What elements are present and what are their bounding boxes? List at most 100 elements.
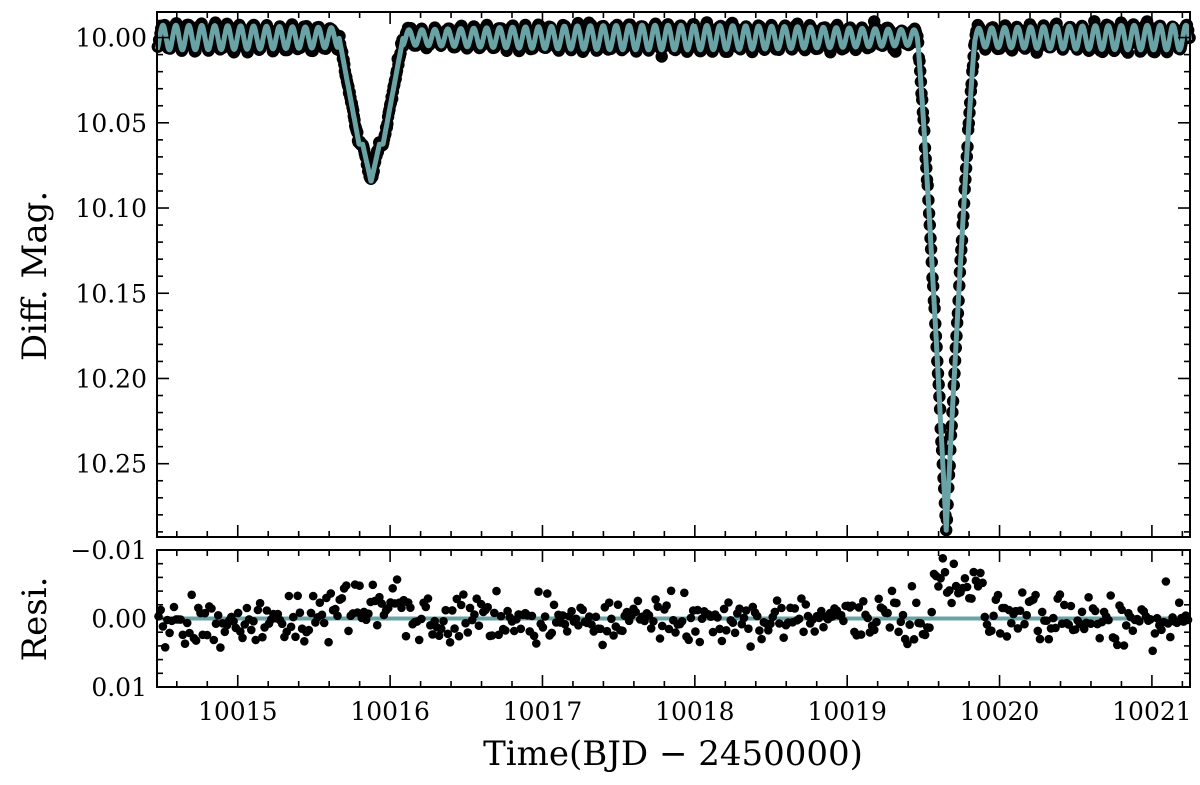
observation-points — [151, 15, 1196, 537]
residual-point — [883, 608, 892, 618]
x-tick-label: 10021 — [1112, 697, 1192, 726]
light-curve-frame — [156, 11, 1191, 538]
residual-point — [333, 611, 342, 621]
residual-point — [1106, 591, 1115, 600]
residual-point — [326, 589, 336, 598]
residual-point — [613, 600, 623, 609]
residual-point — [925, 623, 934, 632]
residual-point — [739, 613, 749, 623]
residual-point — [567, 606, 576, 616]
residual-point — [543, 589, 552, 598]
residual-point — [934, 582, 943, 591]
residual-point — [907, 581, 917, 591]
residual-point — [258, 632, 267, 642]
residual-point — [277, 619, 287, 629]
residual-point — [874, 594, 883, 604]
residual-point — [799, 627, 808, 637]
residual-point — [618, 626, 627, 636]
residual-point — [463, 628, 473, 637]
residual-point — [187, 590, 196, 600]
residual-point — [894, 627, 903, 637]
residual-point — [483, 602, 493, 612]
residual-point — [649, 617, 658, 626]
residual-point — [247, 625, 256, 635]
residual-point — [1128, 626, 1138, 635]
x-tick-label: 10017 — [503, 697, 583, 726]
residual-point — [1044, 634, 1054, 644]
residual-point — [993, 590, 1003, 600]
residual-point — [671, 628, 680, 637]
residual-point — [1084, 593, 1093, 602]
residual-point — [722, 626, 731, 635]
residual-point — [744, 624, 753, 633]
residual-point — [728, 618, 738, 627]
residual-point — [414, 635, 424, 645]
residual-point — [249, 617, 258, 626]
residual-point — [165, 628, 174, 638]
residual-point — [772, 596, 782, 605]
y-tick-label: −0.01 — [70, 536, 147, 565]
residual-point — [1077, 607, 1087, 617]
y-axis-title-residuals: Resi. — [15, 577, 55, 662]
residual-point — [662, 601, 671, 610]
residual-point — [987, 626, 996, 635]
residual-point — [980, 612, 990, 622]
residual-point — [960, 574, 970, 583]
residual-point — [160, 643, 170, 652]
residual-point — [1022, 610, 1031, 620]
residual-point — [920, 630, 930, 640]
residual-point — [291, 632, 300, 642]
residual-point — [976, 568, 985, 578]
residual-point — [191, 636, 201, 645]
residual-point — [470, 610, 479, 619]
residual-point — [295, 608, 305, 617]
x-tick-labels: 10015 10016 10017 10018 10019 10020 10021 — [198, 697, 1192, 726]
residual-point — [947, 598, 956, 608]
residual-point — [872, 617, 881, 627]
residual-point — [388, 584, 398, 593]
model-curve — [154, 22, 1193, 533]
residual-point — [1049, 613, 1058, 623]
residual-point — [1119, 641, 1129, 650]
residual-point — [454, 631, 464, 641]
residual-point — [909, 635, 919, 644]
residual-point — [1018, 588, 1027, 597]
residual-point — [492, 586, 501, 596]
residual-point — [713, 613, 722, 622]
residual-point — [978, 578, 987, 588]
residual-point — [885, 623, 895, 632]
residual-point — [284, 591, 294, 601]
residual-point — [344, 626, 353, 636]
residual-point — [308, 591, 318, 601]
y-axis-title-diff-mag: Diff. Mag. — [15, 191, 55, 361]
residual-point — [755, 626, 764, 635]
residual-point — [547, 628, 557, 638]
residual-point — [549, 600, 559, 610]
residual-point — [527, 611, 537, 621]
residual-point — [180, 639, 190, 648]
x-axis-title-time: Time(BJD − 2450000) — [483, 734, 863, 774]
residual-point — [1174, 598, 1184, 607]
residual-point — [1161, 577, 1171, 586]
residual-point — [1055, 590, 1065, 599]
residual-point — [752, 611, 762, 621]
light-curve-ticks — [157, 12, 1190, 537]
residual-point — [578, 605, 587, 615]
residual-point — [856, 630, 866, 639]
residual-point — [790, 604, 800, 613]
x-tick-label: 10018 — [655, 697, 735, 726]
residual-point — [1033, 626, 1043, 636]
residual-point — [940, 567, 950, 577]
light-curve-panel: 10.00 10.05 10.10 10.15 10.20 10.25 Diff. Mag… — [15, 11, 1196, 538]
residual-point — [540, 612, 550, 621]
residual-point — [927, 607, 936, 617]
residual-point — [423, 594, 433, 603]
residual-point — [439, 616, 448, 626]
residual-point — [655, 634, 665, 643]
residual-point — [607, 614, 616, 624]
residual-point — [839, 616, 848, 626]
residual-point — [989, 611, 998, 621]
y-tick-label: 10.10 — [75, 194, 147, 223]
residual-point — [651, 595, 660, 604]
residual-point — [319, 618, 329, 628]
